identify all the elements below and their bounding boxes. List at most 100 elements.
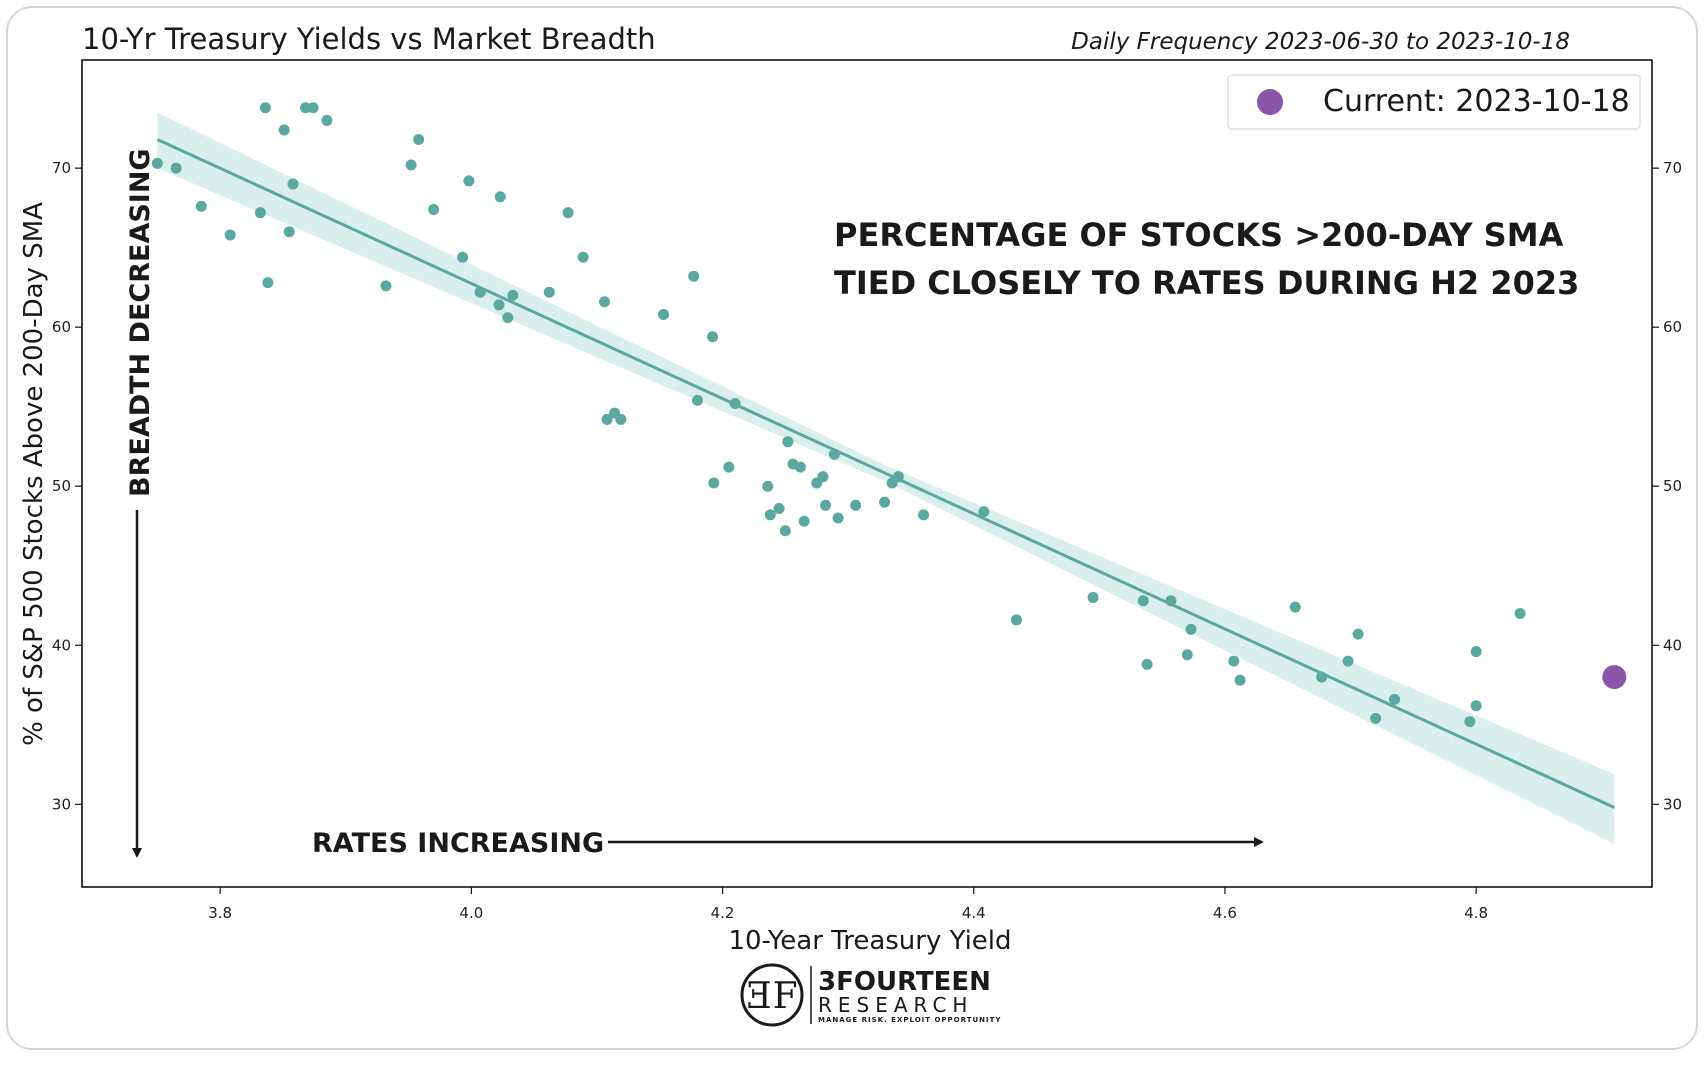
scatter-point — [307, 102, 319, 114]
scatter-point — [1289, 601, 1301, 613]
y-tick-label-right: 30 — [1663, 795, 1682, 813]
scatter-point — [1181, 649, 1193, 661]
legend-current-marker — [1257, 89, 1283, 115]
scatter-point — [1185, 623, 1197, 635]
scatter-point — [502, 312, 514, 324]
scatter-point — [1352, 628, 1364, 640]
scatter-point — [764, 509, 776, 521]
scatter-point — [820, 499, 832, 511]
scatter-point — [879, 496, 891, 508]
scatter-point — [850, 499, 862, 511]
scatter-point — [1514, 607, 1526, 619]
scatter-point — [1464, 716, 1476, 728]
scatter-point — [1470, 646, 1482, 658]
scatter-point — [1141, 658, 1153, 670]
scatter-point — [1010, 614, 1022, 626]
scatter-point — [287, 178, 299, 190]
headline-line-2: TIED CLOSELY TO RATES DURING H2 2023 — [834, 264, 1579, 302]
current-point — [1602, 665, 1627, 690]
logo-sub: RESEARCH — [818, 993, 973, 1017]
scatter-point — [708, 477, 720, 489]
scatter-point — [1389, 693, 1401, 705]
scatter-point — [762, 480, 774, 492]
scatter-point — [494, 191, 506, 203]
y-tick-label: 70 — [52, 159, 71, 177]
logo: ƎF 3FOURTEEN RESEARCH MANAGE RISK. EXPLO… — [740, 963, 1001, 1027]
scatter-point — [1165, 595, 1177, 607]
y-axis-title: % of S&P 500 Stocks Above 200-Day SMA — [19, 202, 49, 746]
y-tick-label-right: 40 — [1663, 636, 1682, 654]
x-axis-title: 10-Year Treasury Yield — [728, 926, 1011, 956]
scatter-point — [543, 286, 555, 298]
scatter-point — [978, 506, 990, 518]
x-tick-label: 3.8 — [208, 904, 232, 922]
scatter-point — [832, 512, 844, 524]
scatter-point — [688, 270, 700, 282]
scatter-point — [457, 251, 469, 263]
scatter-point — [773, 502, 785, 514]
scatter-point — [428, 203, 440, 215]
scatter-point — [321, 114, 333, 126]
scatter-point — [1342, 655, 1354, 667]
y-tick-label-right: 60 — [1663, 318, 1682, 336]
y-tick-label: 30 — [52, 795, 71, 813]
scatter-point — [918, 509, 930, 521]
scatter-point — [615, 413, 627, 425]
scatter-point — [1137, 595, 1149, 607]
y-tick-label-right: 70 — [1663, 159, 1682, 177]
scatter-point — [729, 398, 741, 410]
scatter-point — [1234, 674, 1246, 686]
logo-name: 3FOURTEEN — [818, 967, 991, 997]
scatter-point — [817, 471, 829, 483]
vertical-arrow-label: BREADTH DECREASING — [125, 148, 156, 497]
x-tick-label: 4.0 — [459, 904, 483, 922]
scatter-point — [601, 413, 613, 425]
scatter-point — [691, 394, 703, 406]
chart-subtitle: Daily Frequency 2023-06-30 to 2023-10-18 — [1071, 29, 1570, 55]
scatter-point — [828, 448, 840, 460]
scatter-point — [283, 226, 295, 238]
scatter-point — [170, 162, 182, 174]
scatter-point — [262, 277, 274, 289]
scatter-point — [474, 286, 486, 298]
scatter-point — [798, 515, 810, 527]
y-tick-label-right: 50 — [1663, 477, 1682, 495]
logo-tagline: MANAGE RISK. EXPLOIT OPPORTUNITY — [818, 1016, 1001, 1024]
scatter-point — [892, 471, 904, 483]
scatter-point — [707, 331, 719, 343]
scatter-point — [1370, 712, 1382, 724]
scatter-point — [782, 436, 794, 448]
x-tick-label: 4.8 — [1464, 904, 1488, 922]
legend-label: Current: 2023-10-18 — [1323, 84, 1630, 119]
legend-box — [1227, 74, 1641, 130]
headline-line-1: PERCENTAGE OF STOCKS >200-DAY SMA — [834, 216, 1564, 254]
scatter-point — [278, 124, 290, 136]
scatter-point — [151, 157, 163, 169]
x-tick-label: 4.6 — [1213, 904, 1237, 922]
scatter-point — [1316, 671, 1328, 683]
plot-area — [81, 59, 1653, 888]
y-tick-label: 50 — [52, 477, 71, 495]
legend: Current: 2023-10-18 — [1227, 74, 1641, 130]
scatter-point — [413, 134, 425, 146]
scatter-point — [658, 308, 670, 320]
scatter-point — [195, 200, 207, 212]
logo-monogram: ƎF — [746, 976, 797, 1017]
scatter-point — [493, 299, 505, 311]
scatter-point — [1228, 655, 1240, 667]
horizontal-arrow-label: RATES INCREASING — [312, 828, 604, 859]
scatter-point — [794, 461, 806, 473]
scatter-point — [300, 102, 312, 114]
scatter-point — [598, 296, 610, 308]
confidence-band — [157, 112, 1615, 845]
x-tick-label: 4.2 — [711, 904, 735, 922]
scatter-point — [1470, 700, 1482, 712]
logo-mark — [740, 963, 804, 1027]
y-tick-label: 60 — [52, 318, 71, 336]
scatter-point — [254, 207, 266, 219]
scatter-point — [779, 525, 791, 537]
scatter-point — [562, 207, 574, 219]
chart-title: 10-Yr Treasury Yields vs Market Breadth — [82, 22, 656, 56]
scatter-point — [577, 251, 589, 263]
